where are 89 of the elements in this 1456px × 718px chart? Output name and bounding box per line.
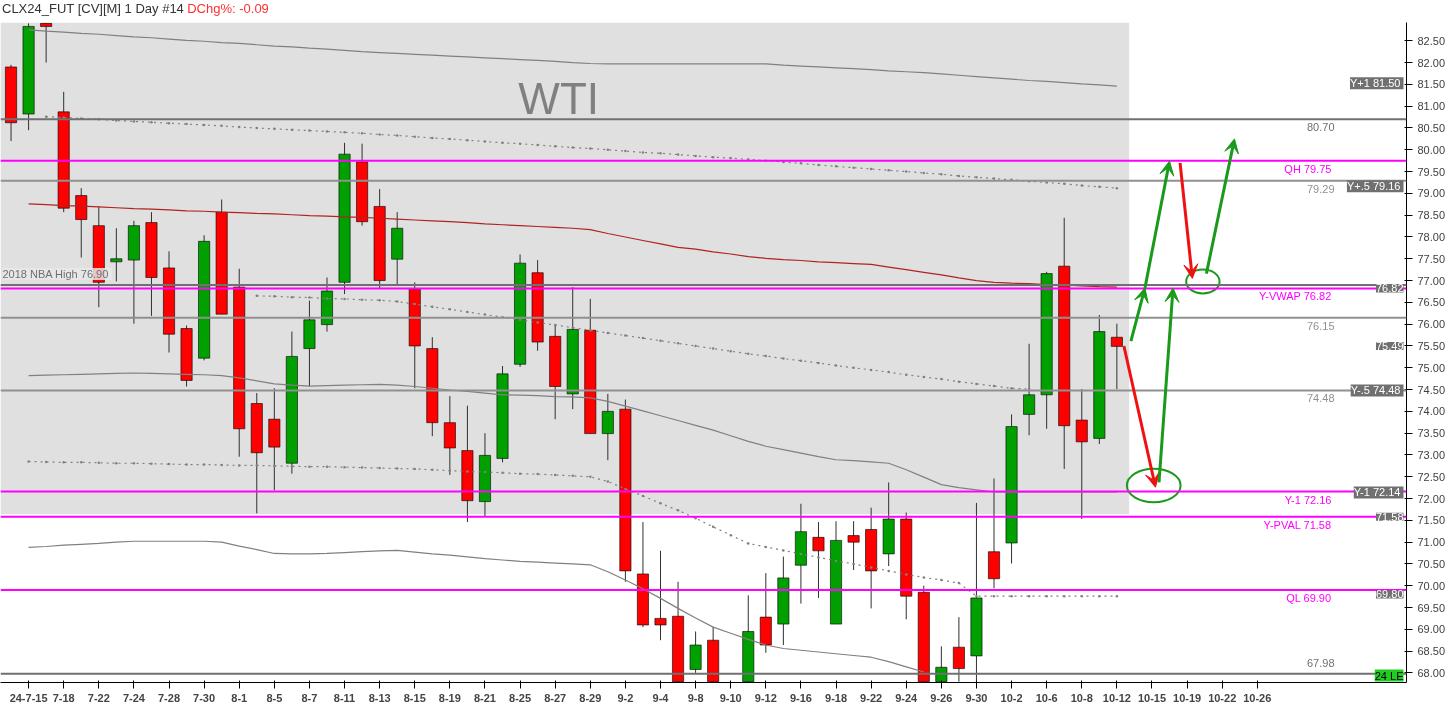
x-tick-label: 9-26	[930, 691, 953, 704]
x-tick-label: 10-2	[1000, 691, 1023, 704]
y-tick-label: 80.50	[1417, 122, 1446, 134]
annotation: Y-1 72.14	[1353, 486, 1401, 499]
x-tick-label: 9-18	[825, 691, 848, 704]
y-tick-label: 79.00	[1417, 187, 1446, 200]
ref-line-label: 2018 NBA High 76.90	[2, 267, 109, 280]
x-tick-label: 7-24	[122, 691, 146, 704]
ref-line-label: 80.70	[1306, 121, 1335, 134]
text: 24 LE	[1374, 669, 1404, 682]
y-tick-label: 72.50	[1417, 470, 1446, 483]
y-tick-label: 81.00	[1417, 100, 1446, 113]
annotation: 71.58	[1375, 510, 1404, 523]
text: Y+.5 79.16	[1346, 180, 1401, 193]
x-tick-label: 10-26	[1243, 691, 1272, 704]
x-tick-label: 9-4	[652, 691, 670, 704]
x-tick-label: 8-11	[333, 691, 356, 704]
y-tick-label: 72.00	[1417, 492, 1446, 505]
x-tick-label: 8-19	[438, 691, 461, 704]
x-tick-label: 10-12	[1102, 691, 1131, 704]
x-tick-label: 9-2	[617, 691, 634, 704]
ref-line-label: Y-VWAP 76.82	[1258, 290, 1332, 303]
ref-line-label: 74.48	[1306, 392, 1335, 405]
x-tick-label: 9-8	[687, 691, 704, 704]
y-tick-label: 82.00	[1417, 56, 1446, 69]
y-tick-label: 79.50	[1417, 165, 1446, 178]
y-tick-label: 70.00	[1417, 579, 1446, 592]
x-tick-label: 8-13	[368, 691, 391, 704]
y-tick-label: 80.00	[1417, 143, 1446, 156]
y-tick-label: 77.00	[1417, 274, 1446, 287]
y-tick-label: 82.50	[1417, 34, 1446, 47]
y-tick-label: 69.50	[1417, 601, 1446, 614]
ref-line-label: 67.98	[1306, 656, 1335, 669]
x-tick-label: 9-30	[965, 691, 988, 704]
ref-line-label: 76.15	[1306, 319, 1335, 332]
y-tick-label: 73.00	[1417, 448, 1446, 461]
y-tick-label: 71.00	[1417, 536, 1446, 549]
y-tick-label: 75.00	[1417, 361, 1446, 374]
x-tick-label: 8-21	[473, 691, 496, 704]
ref-line-label: QH 79.75	[1284, 162, 1332, 175]
ref-line-label: QL 69.90	[1286, 592, 1332, 605]
y-tick-label: 74.00	[1417, 405, 1446, 418]
y-tick-label: 78.50	[1417, 209, 1446, 222]
chart-subtitle: DChg%: -0.09	[187, 1, 269, 16]
x-tick-label: 8-15	[403, 691, 426, 704]
x-tick-label: 24-7-15	[9, 691, 48, 704]
y-tick-label: 70.50	[1417, 557, 1446, 570]
x-tick-label: 7-28	[158, 691, 181, 704]
x-tick-label: 9-22	[860, 691, 883, 704]
text: 75.49	[1375, 339, 1404, 352]
y-tick-label: 76.00	[1417, 318, 1446, 331]
annotation: 69.80	[1375, 588, 1404, 601]
chart-title: CLX24_FUT [CV][M] 1 Day #14	[2, 1, 184, 16]
x-tick-label: 7-22	[87, 691, 110, 704]
x-tick-label: 7-18	[52, 691, 75, 704]
x-tick-label: 9-24	[895, 691, 919, 704]
x-tick-label: 7-30	[193, 691, 216, 704]
annotation: 76.82	[1375, 282, 1404, 295]
y-tick-label: 68.50	[1417, 645, 1446, 658]
ref-line-label: Y-PVAL 71.58	[1263, 518, 1332, 531]
y-tick-label: 78.00	[1417, 230, 1446, 243]
y-tick-label: 77.50	[1417, 252, 1446, 265]
x-tick-label: 8-27	[544, 691, 567, 704]
annotation: Y-.5 74.48	[1350, 384, 1401, 397]
y-tick-label: 74.50	[1417, 383, 1446, 396]
annotation: WTI	[518, 73, 600, 123]
x-tick-label: 8-5	[266, 691, 283, 704]
x-tick-label: 8-7	[301, 691, 318, 704]
x-tick-label: 10-6	[1035, 691, 1058, 704]
x-tick-label: 10-8	[1070, 691, 1093, 704]
x-tick-label: 9-10	[719, 691, 742, 704]
x-tick-label: 8-29	[579, 691, 602, 704]
y-tick-label: 75.50	[1417, 339, 1446, 352]
x-tick-label: 10-19	[1173, 691, 1202, 704]
y-tick-label: 76.50	[1417, 296, 1446, 309]
ref-line-label: 79.29	[1306, 182, 1335, 195]
y-tick-label: 73.50	[1417, 427, 1446, 440]
ref-line-label: Y-1 72.16	[1284, 493, 1332, 506]
x-tick-label: 9-16	[789, 691, 812, 704]
x-tick-label: 10-22	[1208, 691, 1237, 704]
y-tick-label: 69.00	[1417, 623, 1446, 636]
text: Y+1 81.50	[1349, 77, 1401, 90]
x-tick-label: 8-1	[231, 691, 248, 704]
x-tick-label: 9-12	[754, 691, 777, 704]
x-tick-label: 8-25	[509, 691, 532, 704]
x-tick-label: 10-15	[1137, 691, 1167, 704]
y-tick-label: 68.00	[1417, 666, 1446, 679]
y-tick-label: 81.50	[1417, 78, 1446, 91]
y-tick-label: 71.50	[1417, 514, 1446, 527]
